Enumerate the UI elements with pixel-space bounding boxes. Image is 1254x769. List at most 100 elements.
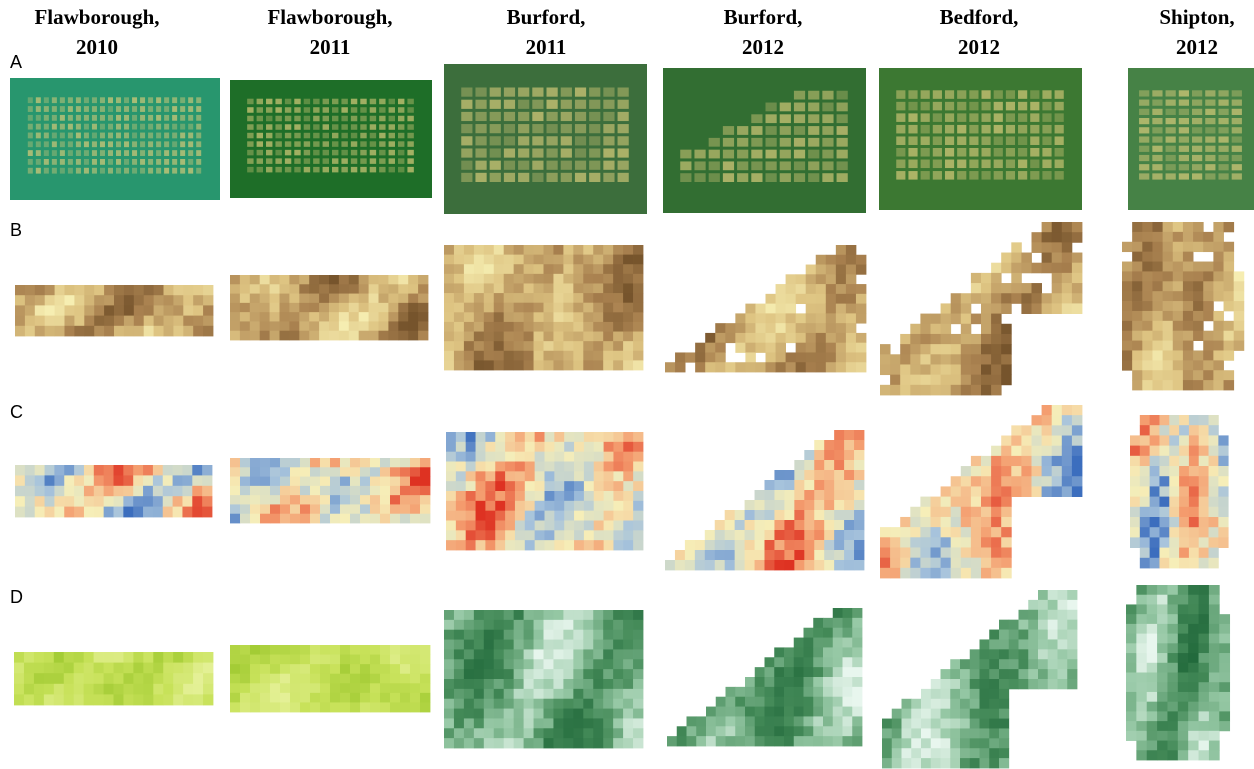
plot [794, 126, 805, 135]
plot [957, 90, 966, 99]
cell [991, 507, 1002, 518]
plot [794, 173, 805, 182]
cell [573, 274, 583, 284]
plot [1152, 136, 1162, 142]
cell [583, 610, 593, 620]
cell [554, 501, 564, 511]
cell [1213, 281, 1224, 291]
cell [35, 465, 45, 476]
cell [980, 699, 990, 709]
cell [464, 360, 474, 370]
cell [971, 375, 982, 386]
cell [1042, 436, 1053, 447]
cell [280, 514, 290, 524]
plot [44, 168, 49, 174]
cell [804, 560, 814, 570]
cell [882, 748, 892, 758]
cell [745, 560, 755, 570]
cell [816, 362, 826, 372]
cell [920, 334, 931, 345]
cell [369, 275, 379, 285]
cell [495, 530, 505, 540]
plot [148, 115, 153, 121]
cell [824, 510, 834, 520]
cell [892, 738, 902, 748]
cell [1183, 380, 1194, 390]
plot [379, 133, 385, 139]
plot [370, 107, 376, 113]
plot [332, 150, 338, 156]
cell [309, 275, 319, 285]
plot [808, 103, 819, 112]
cell [1001, 558, 1012, 569]
plot [68, 133, 73, 139]
cell [1189, 476, 1199, 487]
plot [68, 159, 73, 165]
cell [1032, 263, 1043, 274]
plot [68, 141, 73, 147]
plot [490, 136, 501, 145]
cell [623, 738, 633, 748]
cell [1234, 271, 1245, 281]
panel [444, 64, 647, 214]
cell [1052, 466, 1063, 477]
cell [951, 375, 962, 386]
plot [52, 133, 57, 139]
cell [193, 285, 203, 296]
cell [902, 748, 912, 758]
plot [294, 116, 300, 122]
cell [1199, 673, 1210, 683]
cell [94, 486, 104, 497]
cell [270, 312, 280, 322]
cell [504, 322, 514, 332]
cell [25, 475, 35, 486]
cell [359, 275, 369, 285]
cell [1209, 558, 1219, 569]
cell [814, 450, 824, 460]
cell [410, 645, 420, 655]
cell [44, 694, 54, 705]
cell [504, 332, 514, 342]
cell [74, 285, 84, 296]
cell [735, 716, 745, 726]
plot [100, 133, 105, 139]
cell [514, 679, 524, 689]
cell [485, 530, 495, 540]
cell [1163, 321, 1174, 331]
cell [1163, 341, 1174, 351]
cell [846, 255, 856, 265]
cell [794, 520, 804, 530]
cell [1147, 643, 1158, 653]
cell [1038, 649, 1048, 659]
cell [755, 707, 765, 717]
plot [351, 141, 357, 147]
cell [553, 283, 563, 293]
cell [594, 462, 604, 472]
cell [1193, 350, 1204, 360]
plot [294, 150, 300, 156]
cell [495, 462, 505, 472]
plot [1139, 164, 1149, 170]
cell [1052, 263, 1063, 274]
cell [911, 748, 921, 758]
cell [454, 255, 464, 265]
cell [446, 432, 456, 442]
cell [920, 324, 931, 335]
plot [1232, 155, 1242, 161]
cell [133, 486, 143, 497]
cell [289, 312, 299, 322]
cell [755, 726, 765, 736]
cell [494, 332, 504, 342]
cell [941, 537, 952, 548]
cell [999, 620, 1009, 630]
cell [94, 316, 104, 327]
cell [34, 694, 44, 705]
cell [1062, 273, 1073, 284]
cell [633, 620, 643, 630]
cell [350, 664, 360, 674]
plot [982, 113, 991, 122]
cell [1169, 548, 1179, 559]
cell [1062, 293, 1073, 304]
cell [535, 471, 545, 481]
cell [1142, 242, 1153, 252]
